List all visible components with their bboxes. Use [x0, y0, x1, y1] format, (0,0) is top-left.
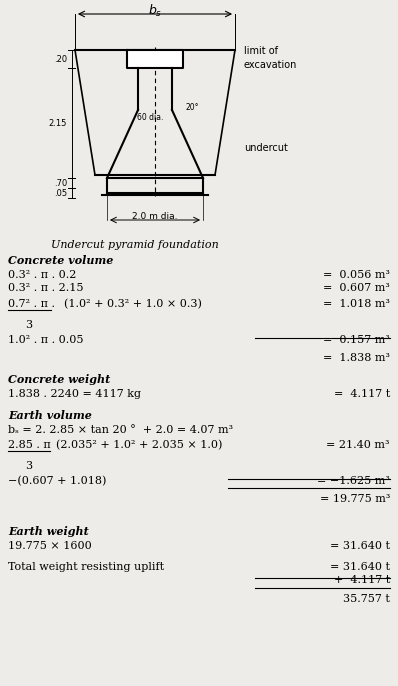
Text: =  0.056 m³: = 0.056 m³: [323, 270, 390, 280]
Text: −(0.607 + 1.018): −(0.607 + 1.018): [8, 476, 106, 486]
Text: (1.0² + 0.3² + 1.0 × 0.3): (1.0² + 0.3² + 1.0 × 0.3): [64, 299, 202, 309]
Text: =  0.157 m³: = 0.157 m³: [323, 335, 390, 345]
Text: Total weight resisting uplift: Total weight resisting uplift: [8, 562, 164, 572]
Text: = −1.625 m³: = −1.625 m³: [317, 476, 390, 486]
Text: 1.0² . π . 0.05: 1.0² . π . 0.05: [8, 335, 84, 345]
Text: =  1.838 m³: = 1.838 m³: [323, 353, 390, 363]
Text: = 19.775 m³: = 19.775 m³: [320, 494, 390, 504]
Text: 2.0 m dia.: 2.0 m dia.: [132, 212, 178, 221]
Text: undercut: undercut: [244, 143, 288, 153]
Text: (2.035² + 1.0² + 2.035 × 1.0): (2.035² + 1.0² + 2.035 × 1.0): [56, 440, 222, 450]
Text: Earth weight: Earth weight: [8, 526, 89, 537]
Text: .70: .70: [54, 178, 67, 187]
Text: Concrete volume: Concrete volume: [8, 255, 113, 266]
Text: =  1.018 m³: = 1.018 m³: [323, 299, 390, 309]
Text: 0.3² . π . 2.15: 0.3² . π . 2.15: [8, 283, 84, 293]
Text: = 21.40 m³: = 21.40 m³: [326, 440, 390, 450]
Text: = 31.640 t: = 31.640 t: [330, 562, 390, 572]
Text: 60 dia.: 60 dia.: [137, 113, 163, 123]
Text: +  4.117 t: + 4.117 t: [334, 575, 390, 585]
Text: 0.3² . π . 0.2: 0.3² . π . 0.2: [8, 270, 76, 280]
Text: = 31.640 t: = 31.640 t: [330, 541, 390, 551]
Text: 19.775 × 1600: 19.775 × 1600: [8, 541, 92, 551]
Polygon shape: [127, 50, 183, 68]
Text: =  0.607 m³: = 0.607 m³: [323, 283, 390, 293]
Text: Earth volume: Earth volume: [8, 410, 92, 421]
Text: 1.838 . 2240 = 4117 kg: 1.838 . 2240 = 4117 kg: [8, 389, 141, 399]
Text: Undercut pyramid foundation: Undercut pyramid foundation: [51, 240, 219, 250]
Text: 2.15: 2.15: [49, 119, 67, 128]
Text: .05: .05: [54, 189, 67, 198]
Text: 3: 3: [25, 461, 32, 471]
Text: 35.757 t: 35.757 t: [343, 594, 390, 604]
Text: 0.7² . π .: 0.7² . π .: [8, 299, 55, 309]
Text: limit of
excavation: limit of excavation: [244, 46, 297, 70]
Text: bₛ = 2. 2.85 × tan 20 °  + 2.0 = 4.07 m³: bₛ = 2. 2.85 × tan 20 ° + 2.0 = 4.07 m³: [8, 425, 233, 435]
Text: Concrete weight: Concrete weight: [8, 374, 110, 385]
Text: 20°: 20°: [185, 102, 199, 112]
Text: =  4.117 t: = 4.117 t: [334, 389, 390, 399]
Text: 3: 3: [25, 320, 32, 330]
Text: .20: .20: [54, 54, 67, 64]
Text: $b_s$: $b_s$: [148, 3, 162, 19]
Text: 2.85 . π: 2.85 . π: [8, 440, 51, 450]
